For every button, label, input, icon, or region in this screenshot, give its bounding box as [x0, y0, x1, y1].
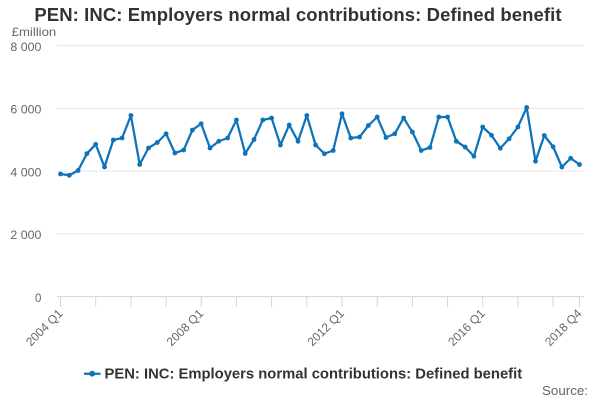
svg-text:PEN: INC: Employers normal con: PEN: INC: Employers normal contributions… — [34, 4, 561, 25]
svg-text:2 000: 2 000 — [10, 230, 41, 242]
svg-text:0: 0 — [35, 293, 41, 305]
svg-text:8 000: 8 000 — [10, 42, 41, 54]
svg-text:4 000: 4 000 — [10, 167, 41, 179]
svg-text:6 000: 6 000 — [10, 105, 41, 117]
svg-text:Source:: Source: — [542, 383, 588, 398]
svg-text:£million: £million — [12, 25, 57, 39]
svg-text:PEN: INC: Employers normal con: PEN: INC: Employers normal contributions… — [105, 366, 523, 382]
